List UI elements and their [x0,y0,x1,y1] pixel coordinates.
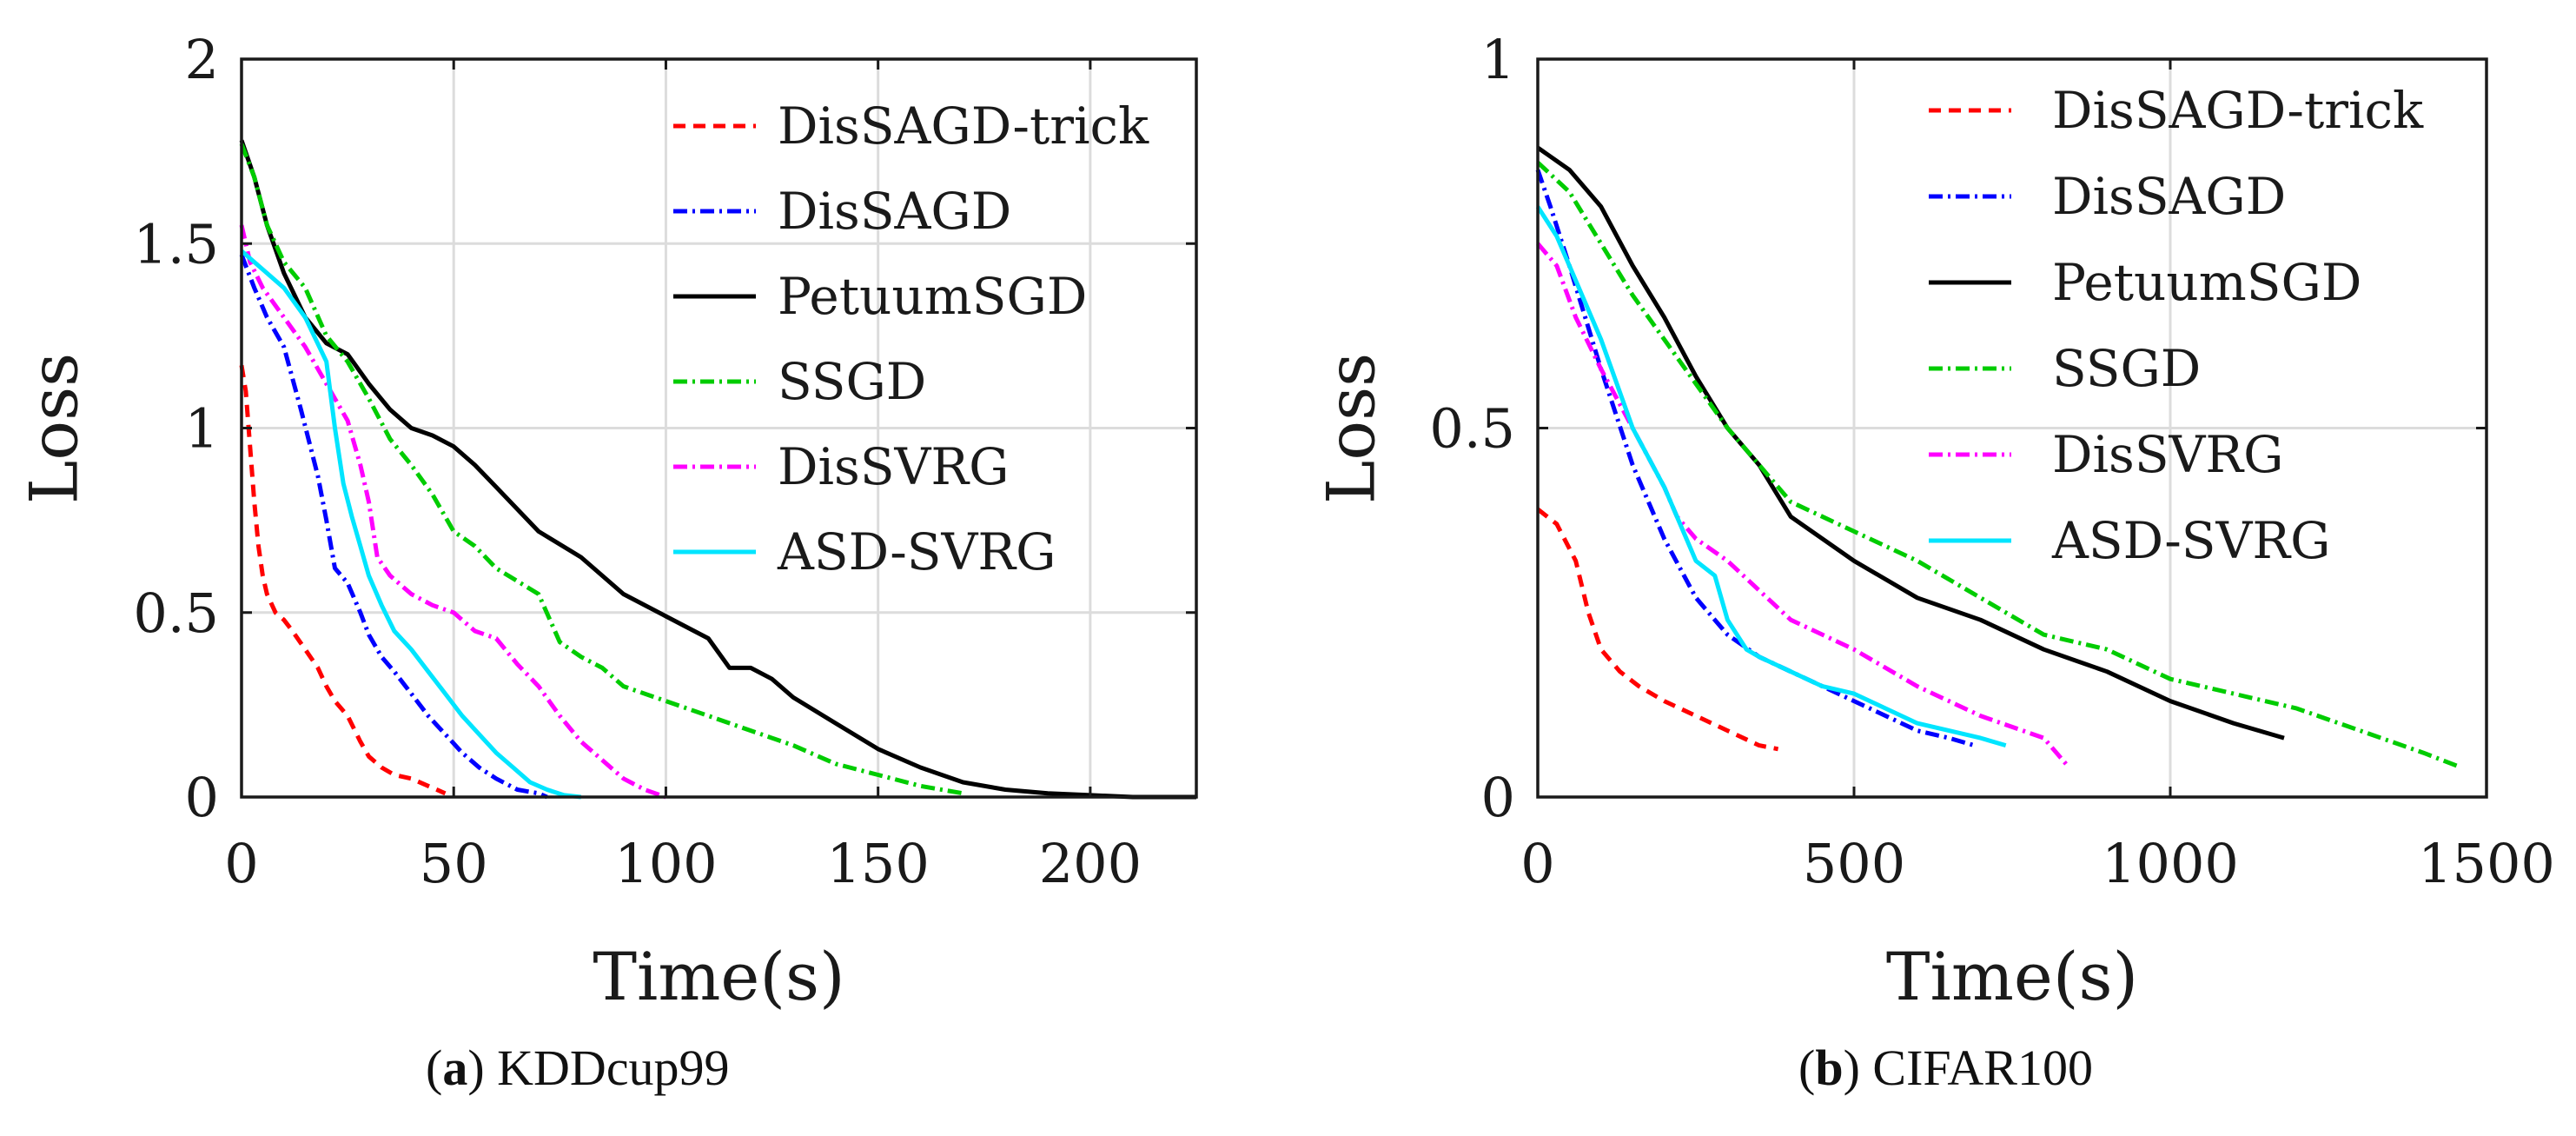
caption-b-text: CIFAR100 [1872,1040,2093,1096]
series-line-dissvrg [239,224,667,800]
chart-panel-cifar100: 0 500 1000 1500 0 0.5 1 Time(s) Loss DisSAGD-tric… [1313,28,2555,1015]
y-tick-label: 1 [185,397,219,461]
legend-label: SSGD [2052,339,2201,398]
x-tick-label: 200 [1039,832,1142,895]
series-line-dissvrg [1536,242,2071,769]
series-line-dissagd [239,254,548,800]
caption-a: (a) KDDcup99 [426,1040,730,1096]
x-tick-label: 150 [826,832,929,895]
y-tick-label: 0.5 [133,581,219,645]
caption-a-label: a [442,1040,468,1096]
series-line-ssgd [239,143,964,796]
y-axis-label: Loss [16,353,93,504]
legend-label: PetuumSGD [778,267,1087,326]
legend-label: ASD-SVRG [2051,511,2330,570]
y-tick-label: 0.5 [1429,397,1515,461]
legend-label: DisSVRG [778,437,1009,496]
legend-label: DisSAGD-trick [778,96,1149,156]
series-line-petuumsgd [1536,145,2285,741]
chart-panel-kddcup99: 0 50 100 150 200 0 0.5 1 1.5 2 Time(s) Loss DisSAGD-… [16,28,1198,1015]
x-tick-label: 0 [1520,832,1554,895]
x-tick-label: 1000 [2102,832,2239,895]
y-axis-label: Loss [1313,353,1390,504]
y-tick-label: 1.5 [133,212,219,276]
x-tick-label: 1500 [2418,832,2555,895]
series-line-dissagd-trick [239,364,447,796]
caption-a-text: KDDcup99 [497,1040,730,1096]
legend-label: DisSAGD [778,182,1011,241]
legend-label: ASD-SVRG [777,522,1056,581]
y-tick-label: 1 [1481,28,1515,91]
legend-label: PetuumSGD [2052,253,2361,312]
x-tick-label: 50 [420,832,488,895]
series-line-asd-svrg [240,249,582,800]
series-line-asd-svrg [1535,205,2007,747]
series-line-ssgd [1536,161,2462,770]
legend-label: DisSAGD [2052,167,2286,226]
legend-label: SSGD [778,352,926,411]
x-tick-label: 100 [614,832,717,895]
x-tick-label: 0 [224,832,258,895]
legend-label: DisSAGD-trick [2052,81,2424,140]
y-tick-label: 0 [1481,766,1515,829]
caption-b-label: b [1815,1040,1844,1096]
x-axis-label: Time(s) [593,938,844,1015]
legend-label: DisSVRG [2052,425,2283,484]
x-tick-label: 500 [1803,832,1905,895]
y-tick-label: 0 [185,766,219,829]
x-axis-label: Time(s) [1886,938,2138,1015]
caption-b: (b) CIFAR100 [1798,1040,2093,1096]
y-tick-label: 2 [185,28,219,91]
